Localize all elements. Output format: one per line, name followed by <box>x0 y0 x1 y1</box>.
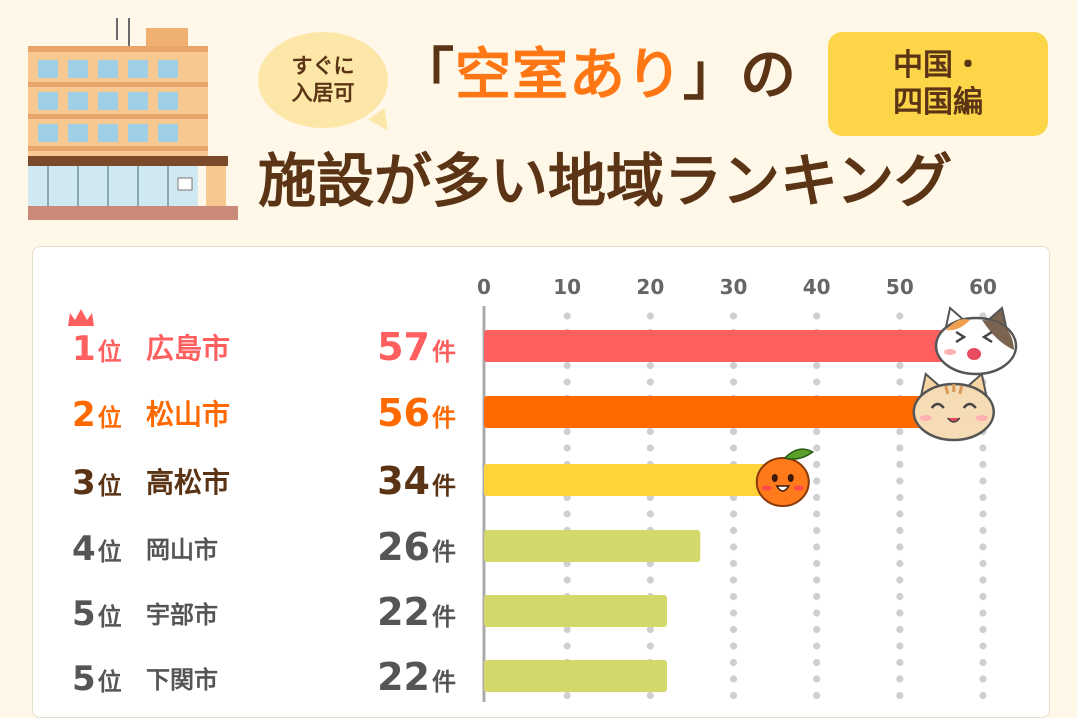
apartment-building-icon <box>28 18 238 220</box>
grid-dots <box>896 312 904 700</box>
value-label: 34件 <box>377 459 456 503</box>
category-label: 高松市 <box>146 466 230 499</box>
bubble-line1: すぐに <box>291 53 355 78</box>
value-label: 22件 <box>377 590 456 634</box>
bubble-line2: 入居可 <box>291 81 355 105</box>
ranking-chart: 0 10 20 30 40 50 60 1位 広島市 57件 2位 松山市 56件 3位 高松市 34件 4位岡… <box>68 275 1018 702</box>
rank-label: 5位 <box>72 594 122 634</box>
x-tick-label: 60 <box>969 275 997 299</box>
title-line2: 施設が多い地域ランキング <box>258 147 953 215</box>
x-tick-label: 10 <box>553 275 581 299</box>
bar <box>484 396 950 428</box>
value-label: 57件 <box>377 325 456 369</box>
category-label: 広島市 <box>146 332 230 365</box>
title-highlight: 空室あり <box>455 43 683 108</box>
calico-cat-icon <box>934 306 1018 376</box>
bar <box>484 330 959 362</box>
category-label: 下関市 <box>146 666 218 694</box>
bar <box>484 464 767 496</box>
category-label: 松山市 <box>146 398 230 431</box>
grid-dots <box>563 312 571 700</box>
grid-dots <box>813 312 821 700</box>
mikan-orange-icon <box>755 448 815 507</box>
crown-icon <box>68 309 94 326</box>
bar <box>484 595 667 627</box>
grid-dots <box>646 312 654 700</box>
rank-label: 5位 <box>72 659 122 699</box>
category-label: 岡山市 <box>146 536 218 564</box>
rank-label: 4位 <box>72 529 122 569</box>
value-label: 22件 <box>377 655 456 699</box>
tabby-cat-icon <box>912 372 995 442</box>
x-tick-label: 0 <box>477 275 491 299</box>
title-line1: 「空室あり」の <box>398 48 797 104</box>
grid-dots <box>729 312 738 700</box>
title-close-bracket: 」の <box>683 43 797 108</box>
rank-label: 2位 <box>72 395 122 435</box>
bar <box>484 660 667 692</box>
x-tick-label: 30 <box>720 275 748 299</box>
x-tick-label: 50 <box>886 275 914 299</box>
x-tick-label: 40 <box>803 275 831 299</box>
badge-line1: 中国・ <box>893 47 983 83</box>
title-open-bracket: 「 <box>398 43 455 108</box>
x-tick-label: 20 <box>636 275 664 299</box>
rank-label: 1位 <box>72 329 122 369</box>
speech-bubble: すぐに 入居可 <box>258 32 388 128</box>
region-badge: 中国・ 四国編 <box>828 32 1048 136</box>
category-label: 宇部市 <box>146 601 218 629</box>
badge-line2: 四国編 <box>893 85 983 120</box>
value-label: 56件 <box>377 391 456 435</box>
bar <box>484 530 701 562</box>
value-label: 26件 <box>377 525 456 569</box>
rank-label: 3位 <box>72 463 122 503</box>
